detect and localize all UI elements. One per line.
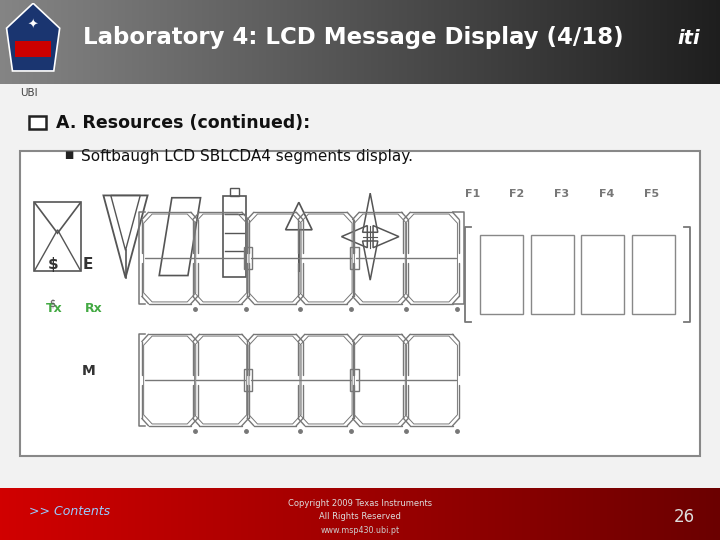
Bar (222, 197, 246, 277)
Polygon shape (6, 3, 60, 71)
Text: E: E (83, 256, 94, 272)
Text: ■: ■ (64, 150, 73, 160)
Bar (20, 151, 700, 456)
Bar (632, 235, 675, 314)
Text: All Rights Reserved: All Rights Reserved (319, 512, 401, 522)
Text: www.msp430.ubi.pt: www.msp430.ubi.pt (320, 526, 400, 535)
Bar (351, 369, 359, 392)
Text: $: $ (50, 299, 56, 309)
Text: F3: F3 (554, 189, 570, 199)
Text: F5: F5 (644, 189, 659, 199)
Bar (582, 235, 624, 314)
Text: Tx: Tx (46, 302, 63, 315)
Text: $: $ (48, 256, 58, 272)
Text: A. Resources (continued):: A. Resources (continued): (56, 113, 310, 132)
Bar (230, 188, 239, 197)
Bar (351, 247, 359, 269)
Bar (480, 235, 523, 314)
Text: Copyright 2009 Texas Instruments: Copyright 2009 Texas Instruments (288, 498, 432, 508)
Text: F4: F4 (599, 189, 614, 199)
Text: Laboratory 4: LCD Message Display (4/18): Laboratory 4: LCD Message Display (4/18) (83, 26, 624, 49)
Text: iti: iti (677, 29, 700, 49)
Text: F2: F2 (509, 189, 525, 199)
Bar (15, 41, 51, 57)
Bar (244, 369, 252, 392)
Text: UBI: UBI (20, 88, 37, 98)
Bar (29, 116, 46, 129)
Text: >> Contents: >> Contents (29, 505, 110, 518)
Text: 26: 26 (674, 508, 695, 526)
Text: ✦: ✦ (28, 18, 38, 31)
Text: F1: F1 (464, 189, 480, 199)
Bar (0, 84, 720, 489)
Text: M: M (81, 364, 95, 378)
Bar (244, 247, 252, 269)
Text: Rx: Rx (85, 302, 102, 315)
Text: Softbaugh LCD SBLCDA4 segments display.: Softbaugh LCD SBLCDA4 segments display. (81, 148, 413, 164)
Bar (531, 235, 574, 314)
